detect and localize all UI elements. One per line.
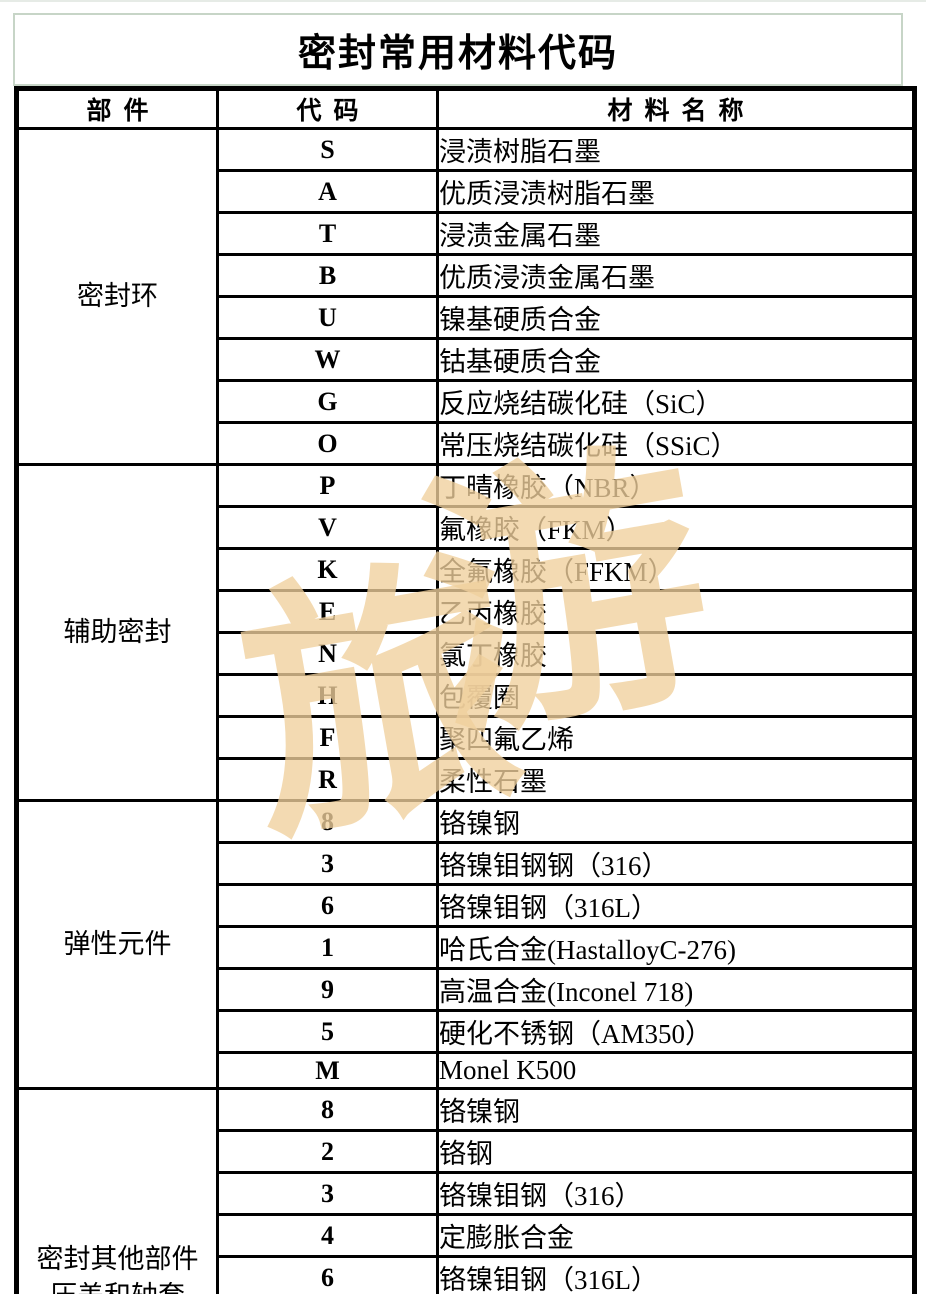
code-cell: B [216, 253, 439, 298]
material-name-cell: 丁晴橡胶（NBR） [436, 463, 916, 508]
table-row: B 优质浸渍金属石墨 [17, 253, 916, 298]
title-box: 密封常用材料代码 [13, 13, 903, 86]
part-cell-section-2: 辅助密封 [15, 463, 219, 802]
code-cell: P [216, 463, 439, 508]
material-name-cell: 浸渍树脂石墨 [436, 127, 916, 172]
header-part: 部件 [15, 87, 219, 130]
table-row: 弹性元件 8 铬镍钢 [15, 799, 916, 1090]
material-name-cell: Monel K500 [436, 1051, 916, 1090]
material-name-cell: 镍基硬质合金 [436, 295, 916, 340]
page-top-edge [0, 0, 926, 2]
code-cell: U [216, 295, 439, 340]
table-row: H 包覆圈 [17, 673, 916, 718]
material-name-cell: 反应烧结碳化硅（SiC） [436, 379, 916, 424]
material-name-cell: 硬化不锈钢（AM350） [436, 1009, 916, 1054]
material-name-cell: 铬镍钢 [436, 799, 916, 844]
page-title: 密封常用材料代码 [297, 33, 618, 75]
table-row: W 钴基硬质合金 [17, 337, 916, 382]
material-name-cell: 钴基硬质合金 [436, 337, 916, 382]
material-name-cell: 聚四氟乙烯 [436, 715, 916, 760]
code-cell: 4 [216, 1213, 439, 1258]
material-name-cell: 优质浸渍树脂石墨 [436, 169, 916, 214]
header-material-name: 材料名称 [436, 87, 916, 130]
material-name-cell: 优质浸渍金属石墨 [436, 253, 916, 298]
material-name-cell: 铬镍钼钢（316） [436, 1171, 916, 1216]
table-row: 3 铬镍钼钢钢（316） [17, 841, 916, 886]
material-name-cell: 包覆圈 [436, 673, 916, 718]
table-row: M Monel K500 [17, 1051, 916, 1090]
code-cell: K [216, 547, 439, 592]
code-cell: N [216, 631, 439, 676]
material-name-cell: 氟橡胶（FKM） [436, 505, 916, 550]
table-row: A 优质浸渍树脂石墨 [17, 169, 916, 214]
table-row: 3 铬镍钼钢（316） [17, 1171, 916, 1216]
table-row: F 聚四氟乙烯 [17, 715, 916, 760]
material-code-table: 部件 代码 材料名称 密封环 S 浸渍树脂石墨 A 优质浸渍树脂石墨 T 浸渍金属石墨 B 优质… [14, 86, 917, 1294]
code-cell: 5 [216, 1009, 439, 1054]
material-name-cell: 柔性石墨 [436, 757, 916, 802]
code-cell: 8 [216, 1087, 439, 1132]
part-cell-section-1: 密封环 [15, 127, 219, 466]
material-name-cell: 浸渍金属石墨 [436, 211, 916, 256]
table-row: 辅助密封 P 丁晴橡胶（NBR） [15, 463, 916, 802]
code-cell: W [216, 337, 439, 382]
table-row: R 柔性石墨 [17, 757, 916, 802]
table-row: T 浸渍金属石墨 [17, 211, 916, 256]
part-cell-section-3: 弹性元件 [15, 799, 219, 1090]
material-name-cell: 哈氏合金(HastalloyC-276) [436, 925, 916, 970]
material-name-cell: 铬镍钼钢（316L） [436, 1255, 916, 1294]
code-cell: O [216, 421, 439, 466]
table-row: 1 哈氏合金(HastalloyC-276) [17, 925, 916, 970]
material-name-cell: 铬镍钼钢（316L） [436, 883, 916, 928]
table-row: O 常压烧结碳化硅（SSiC） [17, 421, 916, 466]
material-name-cell: 定膨胀合金 [436, 1213, 916, 1258]
code-cell: 3 [216, 841, 439, 886]
code-cell: 1 [216, 925, 439, 970]
code-cell: 6 [216, 1255, 439, 1294]
table-row: 2 铬钢 [17, 1129, 916, 1174]
material-name-cell: 铬钢 [436, 1129, 916, 1174]
material-name-cell: 铬镍钼钢钢（316） [436, 841, 916, 886]
material-name-cell: 乙丙橡胶 [436, 589, 916, 634]
part-cell-section-4: 密封其他部件压盖和轴套 [15, 1087, 219, 1294]
material-name-cell: 全氟橡胶（FFKM） [436, 547, 916, 592]
code-cell: 3 [216, 1171, 439, 1216]
table-row: 5 硬化不锈钢（AM350） [17, 1009, 916, 1054]
code-cell: A [216, 169, 439, 214]
code-cell: F [216, 715, 439, 760]
table-row: 密封环 S 浸渍树脂石墨 [15, 127, 916, 466]
code-cell: 2 [216, 1129, 439, 1174]
code-cell: H [216, 673, 439, 718]
material-name-cell: 高温合金(Inconel 718) [436, 967, 916, 1012]
material-name-cell: 铬镍钢 [436, 1087, 916, 1132]
table-row: V 氟橡胶（FKM） [17, 505, 916, 550]
table-row: 4 定膨胀合金 [17, 1213, 916, 1258]
table-row: N 氯丁橡胶 [17, 631, 916, 676]
code-cell: T [216, 211, 439, 256]
table-row: 9 高温合金(Inconel 718) [17, 967, 916, 1012]
table-row: U 镍基硬质合金 [17, 295, 916, 340]
code-cell: V [216, 505, 439, 550]
table-row: 6 铬镍钼钢（316L） [17, 1255, 916, 1294]
table-row: K 全氟橡胶（FFKM） [17, 547, 916, 592]
header-row: 部件 代码 材料名称 [15, 87, 916, 130]
table-row: 6 铬镍钼钢（316L） [17, 883, 916, 928]
code-cell: R [216, 757, 439, 802]
table-row: G 反应烧结碳化硅（SiC） [17, 379, 916, 424]
code-cell: E [216, 589, 439, 634]
code-cell: M [216, 1051, 439, 1090]
code-cell: S [216, 127, 439, 172]
code-cell: 8 [216, 799, 439, 844]
code-cell: G [216, 379, 439, 424]
table-row: 密封其他部件压盖和轴套8铬镍钢 [15, 1087, 916, 1294]
table-row: E 乙丙橡胶 [17, 589, 916, 634]
material-name-cell: 氯丁橡胶 [436, 631, 916, 676]
code-cell: 9 [216, 967, 439, 1012]
table-body: 密封环 S 浸渍树脂石墨 A 优质浸渍树脂石墨 T 浸渍金属石墨 B 优质浸渍金属石墨 U 镍基硬质… [15, 127, 916, 1294]
code-cell: 6 [216, 883, 439, 928]
material-name-cell: 常压烧结碳化硅（SSiC） [436, 421, 916, 466]
header-code: 代码 [216, 87, 439, 130]
